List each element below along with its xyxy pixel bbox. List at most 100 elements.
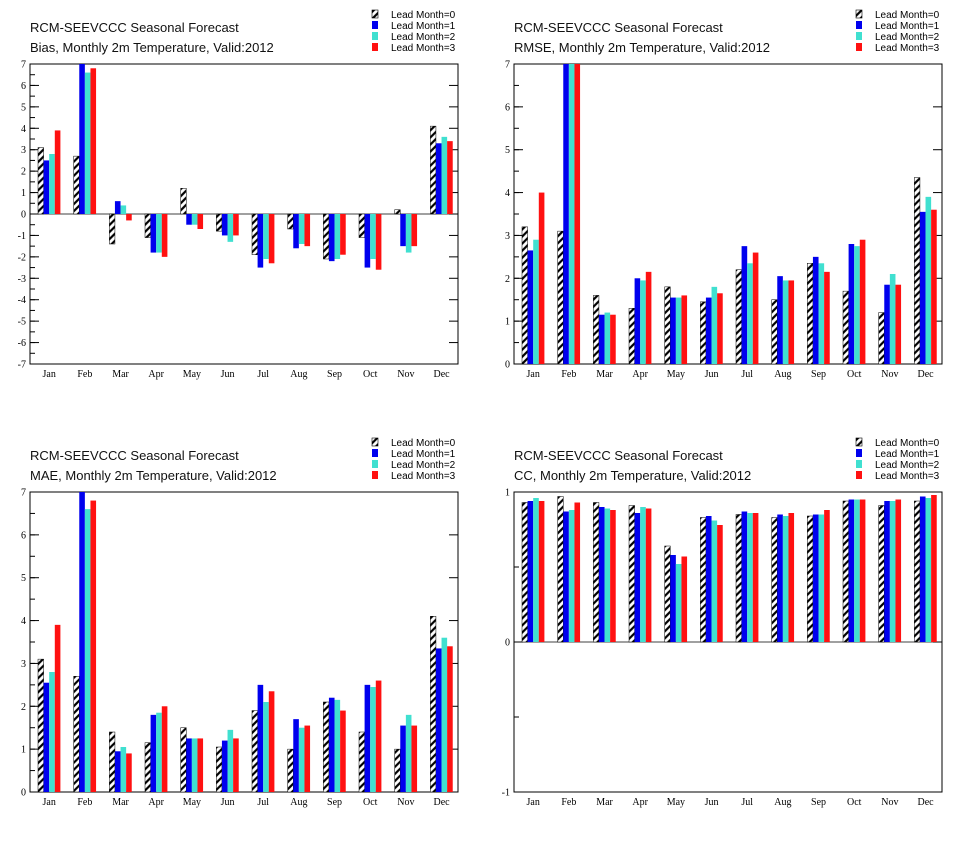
y-tick-label: 1 (21, 188, 26, 199)
bar-cc-lead2 (925, 498, 932, 642)
bar-rmse-lead2 (747, 263, 753, 364)
y-tick-label: -4 (18, 295, 26, 306)
bar-bias-lead1 (221, 214, 228, 236)
y-tick-label: 2 (21, 702, 26, 713)
x-tick-label: Aug (290, 797, 307, 808)
x-tick-label: May (183, 369, 201, 380)
x-tick-label: Oct (847, 797, 862, 808)
bar-cc-lead0 (771, 517, 778, 643)
legend-label: Lead Month=3 (875, 471, 940, 482)
y-tick-label: 5 (505, 145, 510, 156)
bar-cc-lead0 (521, 502, 528, 643)
bar-cc-lead2 (854, 499, 860, 642)
bar-mae-lead0 (180, 727, 187, 793)
bar-rmse-lead0 (628, 308, 635, 365)
bar-cc-lead1 (634, 513, 641, 642)
legend-swatch (371, 9, 379, 19)
bar-bias-lead2 (370, 214, 376, 259)
bar-rmse-lead0 (735, 269, 742, 365)
bar-rmse-lead1 (884, 284, 890, 364)
bar-rmse-lead2 (640, 280, 646, 364)
x-tick-label: Jul (257, 797, 269, 808)
y-tick-label: 3 (21, 659, 26, 670)
bar-cc-lead1 (598, 507, 605, 642)
bar-mae-lead2 (84, 509, 91, 792)
x-tick-label: Oct (363, 369, 378, 380)
bar-cc-lead2 (782, 516, 789, 642)
x-tick-label: Jan (527, 369, 540, 380)
bar-mae-lead2 (441, 637, 448, 792)
bar-rmse-lead2 (782, 280, 789, 364)
y-tick-label: 0 (21, 210, 26, 221)
bar-bias-lead3 (447, 141, 453, 214)
bar-bias-lead1 (186, 214, 192, 225)
bar-mae-lead1 (435, 648, 442, 792)
rmse-panel: RCM-SEEVCCC Seasonal Forecast RMSE, Month… (505, 9, 943, 380)
bar-bias-lead2 (84, 72, 91, 214)
bar-cc-lead0 (628, 505, 635, 643)
bar-mae-lead3 (340, 710, 346, 792)
bar-rmse-lead3 (574, 64, 581, 364)
x-tick-label: Mar (112, 797, 129, 808)
bar-bias-lead2 (334, 214, 341, 259)
bar-rmse-lead3 (681, 295, 688, 364)
bar-bias-lead1 (257, 214, 264, 268)
legend-swatch (372, 32, 378, 40)
bar-mae-lead0 (144, 742, 151, 793)
bar-cc-lead1 (884, 501, 890, 642)
bar-bias-lead3 (268, 214, 275, 264)
y-tick-label: 3 (505, 231, 510, 242)
bar-mae-lead1 (293, 719, 299, 792)
bar-mae-lead0 (73, 676, 80, 793)
bar-bias-lead0 (216, 213, 223, 232)
bar-rmse-lead3 (824, 271, 830, 364)
chart-title: RCM-SEEVCCC Seasonal Forecast (30, 448, 239, 463)
bar-rmse-lead3 (752, 252, 759, 364)
legend-swatch (856, 21, 862, 29)
bar-bias-lead1 (43, 160, 50, 214)
x-tick-label: Sep (811, 369, 826, 380)
bar-rmse-lead0 (878, 312, 885, 365)
bar-rmse-lead0 (593, 295, 600, 365)
legend-swatch (372, 21, 378, 29)
legend-label: Lead Month=1 (875, 21, 940, 32)
bar-cc-lead0 (878, 505, 885, 643)
y-tick-label: -6 (18, 338, 26, 349)
x-tick-label: Feb (77, 797, 92, 808)
y-tick-label: 4 (21, 124, 26, 135)
y-tick-label: 5 (21, 573, 26, 584)
legend-swatch (856, 43, 862, 51)
bar-bias-lead0 (394, 209, 401, 215)
y-tick-label: 6 (21, 530, 26, 541)
y-tick-label: 0 (505, 638, 510, 649)
bar-rmse-lead2 (604, 312, 611, 364)
bar-rmse-lead1 (670, 297, 676, 364)
x-tick-label: Oct (847, 369, 862, 380)
bar-cc-lead3 (895, 499, 902, 642)
y-tick-label: -2 (18, 252, 26, 263)
y-tick-label: 3 (21, 145, 26, 156)
x-tick-label: Mar (112, 369, 129, 380)
bar-bias-lead0 (287, 213, 294, 230)
bar-mae-lead1 (43, 682, 50, 792)
bar-cc-lead0 (664, 545, 671, 643)
x-tick-label: Mar (596, 369, 613, 380)
x-tick-label: Jun (705, 369, 719, 380)
chart-title: RCM-SEEVCCC Seasonal Forecast (514, 448, 723, 463)
y-tick-label: -5 (18, 317, 26, 328)
legend-swatch (856, 32, 862, 40)
bar-cc-lead2 (675, 564, 682, 642)
bar-cc-lead3 (752, 513, 759, 642)
bar-rmse-lead3 (610, 314, 616, 364)
bar-rmse-lead1 (741, 246, 748, 364)
bar-mae-lead3 (161, 706, 168, 792)
bar-cc-lead3 (645, 508, 652, 642)
bar-mae-lead1 (221, 740, 228, 792)
x-tick-label: Jun (221, 797, 235, 808)
bar-bias-lead3 (90, 68, 97, 215)
bar-mae-lead0 (287, 748, 294, 793)
bar-mae-lead1 (186, 738, 192, 792)
y-tick-label: -1 (502, 788, 510, 799)
x-tick-label: Feb (561, 369, 576, 380)
